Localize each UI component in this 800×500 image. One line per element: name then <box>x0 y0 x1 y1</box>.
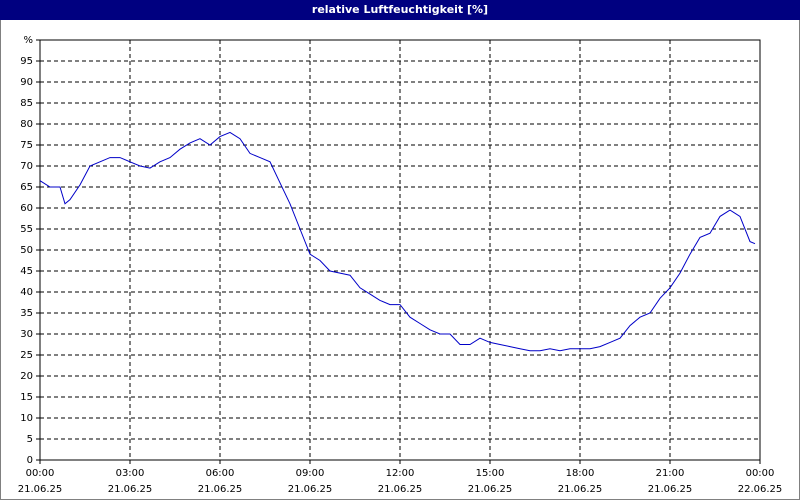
x-tick-label: 12:00 <box>386 468 415 479</box>
x-tick-date: 21.06.25 <box>558 484 603 495</box>
y-tick-label: 50 <box>20 245 33 256</box>
y-tick-label: 5 <box>27 434 33 445</box>
y-tick-label: 90 <box>20 77 33 88</box>
y-tick-label: 20 <box>20 371 33 382</box>
x-tick-label: 00:00 <box>746 468 775 479</box>
y-tick-label: 40 <box>20 287 33 298</box>
x-tick-label: 18:00 <box>566 468 595 479</box>
x-tick-date: 21.06.25 <box>288 484 333 495</box>
x-tick-date: 21.06.25 <box>468 484 513 495</box>
x-tick-label: 15:00 <box>476 468 505 479</box>
y-tick-label: 35 <box>20 308 33 319</box>
y-tick-label: 45 <box>20 266 33 277</box>
y-tick-label: 0 <box>27 455 33 466</box>
x-tick-label: 00:00 <box>26 468 55 479</box>
y-tick-label: 55 <box>20 224 33 235</box>
y-tick-label: 25 <box>20 350 33 361</box>
x-tick-label: 21:00 <box>656 468 685 479</box>
y-tick-label: 80 <box>20 119 33 130</box>
y-tick-label: 60 <box>20 203 33 214</box>
x-tick-date: 21.06.25 <box>648 484 693 495</box>
y-tick-label: % <box>23 35 33 46</box>
title-bar <box>0 0 800 20</box>
y-tick-label: 15 <box>20 392 33 403</box>
y-tick-label: 85 <box>20 98 33 109</box>
x-tick-label: 09:00 <box>296 468 325 479</box>
x-tick-label: 03:00 <box>116 468 145 479</box>
x-tick-date: 21.06.25 <box>378 484 423 495</box>
y-tick-label: 70 <box>20 161 33 172</box>
x-tick-date: 21.06.25 <box>198 484 243 495</box>
data-line <box>39 131 756 352</box>
y-tick-label: 65 <box>20 182 33 193</box>
y-tick-label: 75 <box>20 140 33 151</box>
x-tick-date: 21.06.25 <box>108 484 153 495</box>
y-tick-label: 10 <box>20 413 33 424</box>
chart-title: relative Luftfeuchtigkeit [%] <box>312 3 488 16</box>
y-tick-label: 95 <box>20 56 33 67</box>
x-tick-date: 21.06.25 <box>18 484 63 495</box>
x-tick-label: 06:00 <box>206 468 235 479</box>
x-tick-date: 22.06.25 <box>738 484 783 495</box>
y-tick-label: 30 <box>20 329 33 340</box>
grid <box>39 39 761 461</box>
